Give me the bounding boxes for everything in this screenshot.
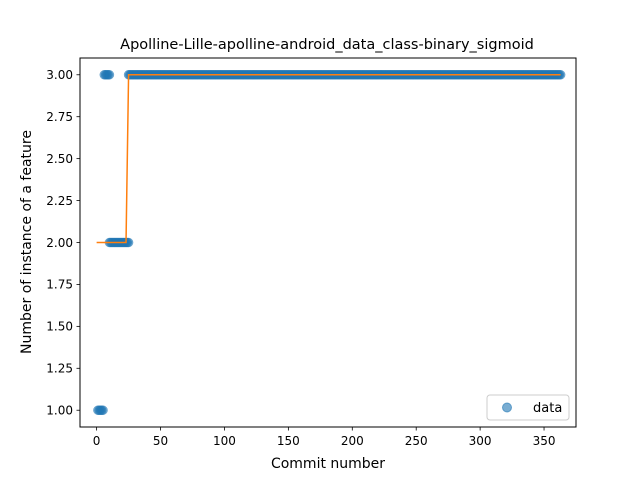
y-axis-label: Number of instance of a feature: [19, 130, 35, 354]
legend-label-data: data: [533, 401, 562, 416]
chart-title: Apolline-Lille-apolline-android_data_cla…: [120, 37, 534, 53]
x-tick-label: 50: [153, 434, 168, 448]
data-point: [104, 70, 115, 80]
x-tick-label: 100: [213, 434, 236, 448]
y-tick-label: 2.75: [46, 110, 73, 124]
y-tick-label: 1.25: [46, 362, 73, 376]
y-tick-label: 2.50: [46, 152, 73, 166]
y-tick-label: 1.00: [46, 404, 73, 418]
y-tick-label: 1.75: [46, 278, 73, 292]
x-tick-label: 200: [341, 434, 364, 448]
legend-marker: [502, 402, 512, 413]
x-tick-label: 150: [277, 434, 300, 448]
title-group: Apolline-Lille-apolline-android_data_cla…: [120, 37, 534, 53]
legend-box: [486, 394, 570, 421]
y-tick-label: 2.00: [46, 236, 73, 250]
fit-line: [96, 74, 561, 244]
y-tick-label: 2.25: [46, 194, 73, 208]
y-tick-label: 3.00: [46, 68, 73, 82]
x-tick-label: 250: [405, 434, 428, 448]
x-tick-label: 350: [533, 434, 556, 448]
y-tick-label: 1.50: [46, 320, 73, 334]
legend: data: [486, 394, 570, 421]
x-axis-label: Commit number: [271, 456, 385, 472]
plot-marks: [93, 70, 566, 415]
data-point: [98, 405, 108, 415]
x-tick-label: 0: [93, 434, 101, 448]
plot-frame: [79, 57, 577, 428]
x-axis: 0 50 100 150 200 250 300 350: [93, 427, 556, 448]
y-axis: 1.00 1.25 1.50 1.75 2.00 2.25 2.50 2.75 3.00: [46, 68, 80, 418]
x-tick-label: 300: [469, 434, 492, 448]
